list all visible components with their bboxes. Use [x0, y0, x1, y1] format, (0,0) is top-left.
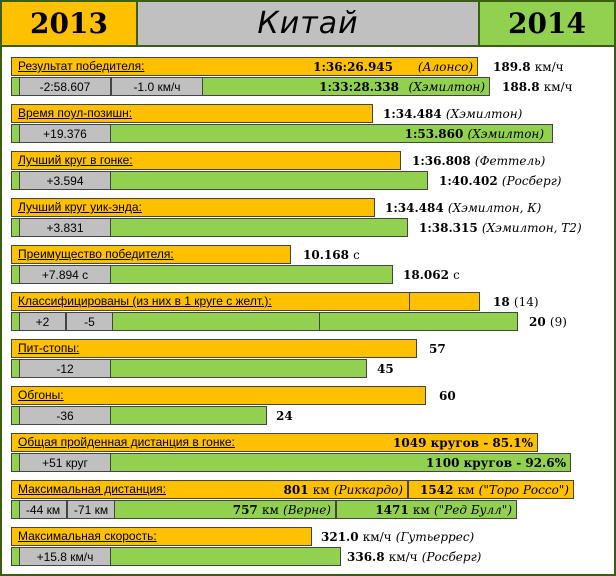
row-label: Лучший круг уик-энда: [18, 200, 142, 214]
value-2014-driver: 757 км (Верне) [232, 503, 331, 517]
value-2013: 1:34.484 (Хэмилтон) [383, 107, 523, 121]
row-label: Обгоны: [18, 388, 64, 402]
diff-cell: +3.831 [19, 218, 111, 237]
diff-cell: -44 км [19, 500, 67, 519]
bar-2014-subset [319, 312, 518, 331]
row-label: Время поул-позишн: [18, 106, 133, 120]
diff-cell: +19.376 [19, 124, 111, 143]
year-2014-header: 2014 [480, 2, 614, 47]
bar-2013: Классифицированы (из них в 1 круге с жел… [11, 292, 480, 311]
row-label: Максимальная дистанция: [18, 482, 166, 496]
diff-cell: -71 км [67, 500, 115, 519]
value-2014-team: 1471 км ("Ред Булл") [375, 503, 512, 517]
value-2013: 18 (14) [493, 295, 539, 309]
bar-2013: Результат победителя: 1:36:26.945 (Алонс… [11, 57, 478, 76]
value-2013: 1:36.808 (Феттель) [412, 154, 546, 168]
value-2014: 1:40.402 (Росберг) [439, 174, 562, 188]
row-label: Общая пройденная дистанция в гонке: [18, 435, 235, 449]
year-2013-header: 2013 [2, 2, 138, 47]
diff-cell: -1.0 км/ч [111, 77, 203, 96]
bar-2014-team: 1471 км ("Ред Булл") [336, 500, 517, 519]
bar-2014: 1:53.860 (Хэмилтон) [11, 124, 553, 143]
row-label: Результат победителя: [18, 59, 145, 73]
diff-cell: -36 [19, 406, 111, 425]
row-label: Классифицированы (из них в 1 круге с жел… [18, 294, 272, 308]
value-2013: 1049 кругов - 85.1% [393, 436, 533, 450]
value-2013: 321.0 км/ч (Гутьеррес) [321, 530, 475, 544]
value-2013-team: 1542 км ("Торо Россо") [420, 483, 569, 497]
bar-2013: Общая пройденная дистанция в гонке: 1049… [11, 433, 538, 452]
value-2014: 1:38.315 (Хэмилтон, Т2) [419, 221, 582, 235]
bar-2014 [11, 171, 428, 190]
diff-cell: -5 [66, 312, 113, 331]
diff-cell: -2:58.607 [19, 77, 111, 96]
bar-2013: Лучший круг в гонке: [11, 151, 401, 170]
extra-2013: 189.8 км/ч [493, 60, 564, 74]
bar-2013: Пит-стопы: [11, 339, 417, 358]
extra-2014: 188.8 км/ч [502, 80, 573, 94]
value-2014: 18.062 с [403, 268, 460, 282]
note-2014: (Хэмилтон) [408, 80, 485, 94]
value-2014: 20 (9) [529, 315, 567, 329]
row-label: Преимущество победителя: [18, 247, 174, 261]
diff-cell: +15.8 км/ч [19, 547, 111, 566]
page-title: Китай [257, 6, 359, 41]
value-2013: 57 [429, 342, 446, 356]
bar-2013: Максимальная скорость: [11, 527, 312, 546]
row-label: Максимальная скорость: [18, 529, 157, 543]
year-2013-label: 2013 [30, 7, 108, 40]
value-2013: 1:36:26.945 [313, 60, 393, 74]
value-2014: 45 [377, 362, 394, 376]
bar-2013-subset [409, 292, 480, 311]
value-2013-driver: 801 км (Риккардо) [283, 483, 403, 497]
value-2014: 1100 кругов - 92.6% [426, 456, 566, 470]
value-2014: 1:53.860 (Хэмилтон) [404, 127, 544, 141]
diff-cell: +2 [19, 312, 66, 331]
bar-2013: Преимущество победителя: [11, 245, 291, 264]
bar-2013-team: 1542 км ("Торо Россо") [408, 480, 574, 499]
diff-cell: +3.594 [19, 171, 111, 190]
bar-2013-driver: Максимальная дистанция: 801 км (Риккардо… [11, 480, 408, 499]
value-2013: 1:34.484 (Хэмилтон, К) [385, 201, 542, 215]
bar-2013: Обгоны: [11, 386, 426, 405]
row-label: Пит-стопы: [18, 341, 80, 355]
bar-2013: Лучший круг уик-энда: [11, 198, 375, 217]
value-2014: 1:33:28.338 [319, 80, 399, 94]
title-header: Китай [138, 2, 480, 47]
value-2013: 60 [439, 389, 456, 403]
bar-2013: Время поул-позишн: [11, 104, 373, 123]
year-2014-label: 2014 [508, 7, 586, 40]
value-2014: 336.8 км/ч (Росберг) [347, 550, 482, 564]
diff-cell: +7.894 с [19, 265, 111, 284]
value-2013: 10.168 с [303, 248, 360, 262]
bar-2014: 1100 кругов - 92.6% [11, 453, 571, 472]
row-label: Лучший круг в гонке: [18, 153, 133, 167]
diff-cell: -12 [19, 359, 111, 378]
value-2014: 24 [276, 409, 293, 423]
note-2013: (Алонсо) [417, 60, 473, 74]
diff-cell: +51 круг [19, 453, 111, 472]
